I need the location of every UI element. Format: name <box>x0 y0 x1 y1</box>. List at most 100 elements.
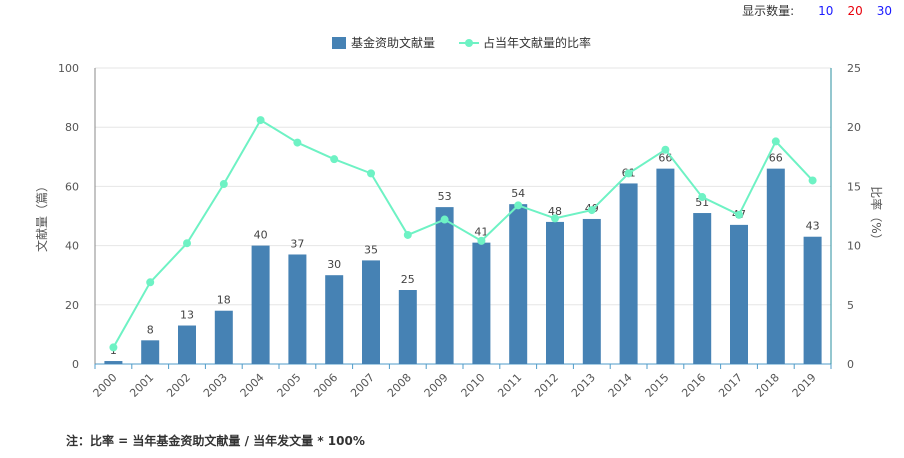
y-tick-label: 0 <box>72 358 79 371</box>
x-tick-label: 2016 <box>679 371 708 400</box>
ratio-point <box>624 169 633 178</box>
x-tick-label: 2002 <box>164 371 193 400</box>
ratio-point <box>403 230 412 239</box>
bar <box>730 224 748 364</box>
ratio-point <box>698 193 707 202</box>
ratio-point <box>146 278 155 287</box>
bar <box>803 236 822 364</box>
bar <box>619 183 638 364</box>
display-count-option-10[interactable]: 10 <box>818 3 834 18</box>
bar <box>288 254 307 364</box>
bar-value-label: 53 <box>438 190 452 203</box>
y-tick-label: 100 <box>58 62 79 75</box>
y-tick-label: 20 <box>65 299 79 312</box>
ratio-line <box>112 118 814 348</box>
bar-value-label: 25 <box>401 273 415 286</box>
x-tick-label: 2008 <box>385 371 414 400</box>
y2-tick-label: 15 <box>847 180 861 193</box>
x-tick-label: 2004 <box>238 371 267 400</box>
ratio-point <box>551 214 559 223</box>
ratio-point <box>477 236 486 245</box>
ratio-point <box>256 116 265 125</box>
bar <box>362 260 380 364</box>
display-count-option-30[interactable]: 30 <box>876 3 892 18</box>
x-tick-label: 2014 <box>606 371 635 400</box>
bar-value-label: 41 <box>474 226 488 239</box>
ratio-point <box>587 206 596 215</box>
bar-value-label: 35 <box>364 243 378 256</box>
bar-value-label: 66 <box>769 152 783 165</box>
bar <box>141 340 160 364</box>
bar-value-label: 43 <box>806 220 820 233</box>
x-tick-label: 2017 <box>716 371 745 400</box>
y2-tick-label: 10 <box>847 240 861 253</box>
y2-tick-label: 0 <box>847 358 854 371</box>
bar <box>509 204 528 364</box>
x-tick-label: 2007 <box>348 371 377 400</box>
ratio-point <box>109 343 118 352</box>
ratio-point <box>293 138 302 147</box>
bar <box>214 310 233 364</box>
bar <box>435 207 454 364</box>
ratio-note: 注：比率 = 当年基金资助文献量 / 当年发文量 * 100% <box>66 434 365 448</box>
bar <box>398 290 417 364</box>
bar-value-label: 13 <box>180 309 194 322</box>
x-tick-label: 2012 <box>532 371 561 400</box>
bar <box>546 221 564 364</box>
ratio-point <box>183 239 191 248</box>
y2-tick-label: 5 <box>847 299 854 312</box>
ratio-point <box>440 215 449 224</box>
x-tick-label: 2003 <box>201 371 230 400</box>
bar <box>582 218 601 364</box>
bar <box>693 213 712 364</box>
bar <box>766 168 785 364</box>
display-count-label: 显示数量: <box>742 4 795 18</box>
bar <box>472 242 491 364</box>
ratio-point <box>514 201 523 210</box>
bar-value-label: 48 <box>548 205 562 218</box>
bar <box>656 168 675 364</box>
ratio-point <box>367 169 375 178</box>
x-tick-label: 2001 <box>127 371 156 400</box>
bar-value-label: 18 <box>217 294 231 307</box>
x-tick-label: 2000 <box>91 371 120 400</box>
y2-tick-label: 20 <box>847 121 861 134</box>
y-tick-label: 40 <box>65 240 79 253</box>
bar <box>325 275 344 364</box>
x-tick-label: 2006 <box>311 371 340 400</box>
legend-bar-swatch <box>332 37 346 49</box>
x-tick-label: 2013 <box>569 371 598 400</box>
x-tick-label: 2015 <box>643 371 672 400</box>
x-tick-label: 2010 <box>459 371 488 400</box>
bar-value-label: 54 <box>511 187 525 200</box>
bar-value-label: 30 <box>327 258 341 271</box>
y2-tick-label: 25 <box>847 62 861 75</box>
legend-line-label: 占当年文献量的比率 <box>483 35 591 50</box>
ratio-point <box>219 180 228 189</box>
ratio-point <box>735 210 743 219</box>
x-tick-label: 2011 <box>495 371 524 400</box>
y-axis-title: 文献量（篇） <box>34 180 49 252</box>
bar-value-label: 8 <box>147 323 154 336</box>
legend-line-marker <box>465 39 473 47</box>
bar <box>178 325 196 364</box>
y2-axis-title: 比率（%） <box>869 186 884 245</box>
display-count-bar: 显示数量: 10 20 30 <box>742 2 892 19</box>
display-count-option-20[interactable]: 20 <box>847 3 863 18</box>
ratio-point <box>661 145 670 154</box>
y-tick-label: 80 <box>65 121 79 134</box>
legend-bar-label: 基金资助文献量 <box>351 35 435 50</box>
bar-value-label: 37 <box>290 237 304 250</box>
x-tick-label: 2005 <box>275 371 304 400</box>
x-tick-label: 2018 <box>753 371 782 400</box>
ratio-point <box>771 137 780 146</box>
x-tick-label: 2009 <box>422 371 451 400</box>
y-tick-label: 60 <box>65 180 79 193</box>
x-tick-label: 2019 <box>790 371 819 400</box>
ratio-point <box>330 155 339 164</box>
bar-value-label: 40 <box>254 229 268 242</box>
bar <box>104 361 123 364</box>
bar <box>251 245 270 364</box>
ratio-point <box>808 176 817 185</box>
